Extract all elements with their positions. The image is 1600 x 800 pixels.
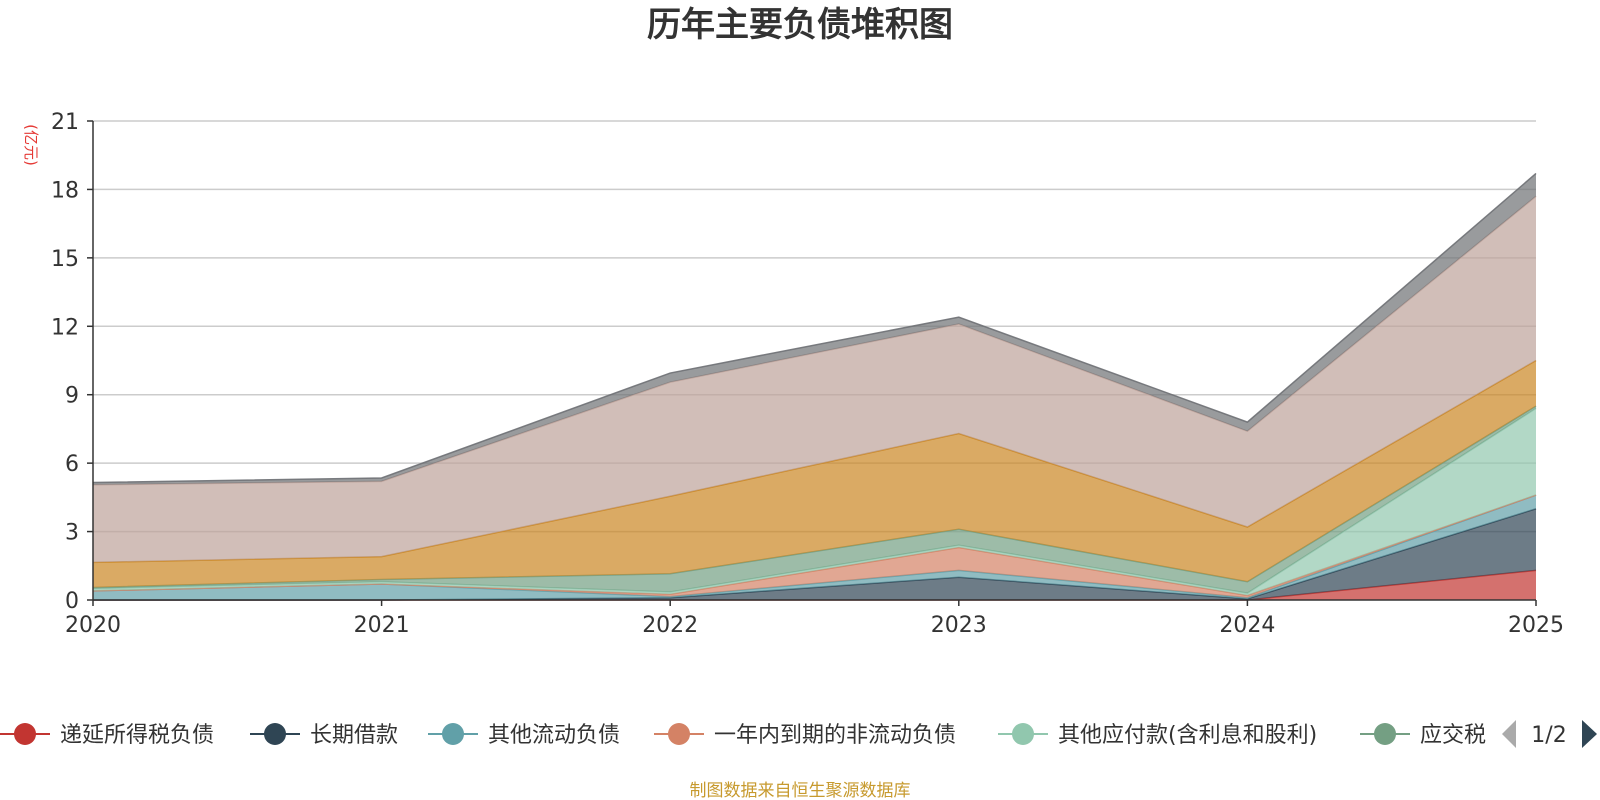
y-tick-label: 21 [51,110,79,135]
legend-item-0[interactable]: 递延所得税负债 [0,723,214,748]
legend-item-3[interactable]: 一年内到期的非流动负债 [654,723,956,748]
area-series-0 [93,570,1536,600]
legend-label: 递延所得税负债 [60,723,214,748]
legend-page-indicator: 1/2 [1531,723,1566,748]
legend-item-4[interactable]: 其他应付款(含利息和股利) [998,723,1317,748]
data-source-note: 制图数据来自恒生聚源数据库 [690,781,911,800]
area-series-line-8 [92,172,1537,484]
legend-item-5[interactable]: 应交税 [1360,723,1486,748]
legend-label: 一年内到期的非流动负债 [714,723,956,748]
x-tick-label: 2024 [1219,613,1275,638]
legend-marker [264,723,286,745]
y-tick-label: 9 [65,384,79,409]
chart-title: 历年主要负债堆积图 [647,5,953,45]
area-series-5 [93,406,1536,594]
legend-marker [1374,723,1396,745]
y-tick-label: 0 [65,589,79,614]
previous-page-icon[interactable] [1502,720,1516,748]
area-series-7 [93,196,1536,563]
x-tick-label: 2022 [642,613,698,638]
area-series-layer [92,172,1537,601]
next-page-icon[interactable] [1582,720,1597,748]
y-axis-unit-label: (亿元) [22,124,40,166]
legend-marker [668,723,690,745]
x-tick-label: 2025 [1508,613,1564,638]
legend-label: 应交税 [1420,723,1486,748]
legend-item-1[interactable]: 长期借款 [250,723,398,748]
x-tick-label: 2023 [931,613,987,638]
legend-label: 其他流动负债 [488,723,620,748]
legend-label: 长期借款 [310,723,398,748]
legend-item-2[interactable]: 其他流动负债 [428,723,620,748]
y-tick-label: 3 [65,521,79,546]
y-tick-label: 15 [51,247,79,272]
y-tick-label: 12 [51,315,79,340]
legend-marker [1012,723,1034,745]
y-tick-label: 18 [51,178,79,203]
x-tick-label: 2020 [65,613,121,638]
area-series-6 [93,360,1536,588]
legend-label: 其他应付款(含利息和股利) [1058,723,1317,748]
axes: 0 3 6 9 12 15 18 21 2020 2021 2022 2023 2024 2025 [51,110,1564,638]
x-tick-label: 2021 [354,613,410,638]
y-tick-label: 6 [65,452,79,477]
area-series-3 [93,495,1536,598]
legend-pager: 1/2 [1502,720,1597,748]
area-series-2 [93,495,1536,600]
legend-marker [14,723,36,745]
legend-marker [442,723,464,745]
legend: 递延所得税负债 长期借款 其他流动负债 一年内到期的非流动负债 其他应付款(含利息和股利… [0,720,1597,748]
